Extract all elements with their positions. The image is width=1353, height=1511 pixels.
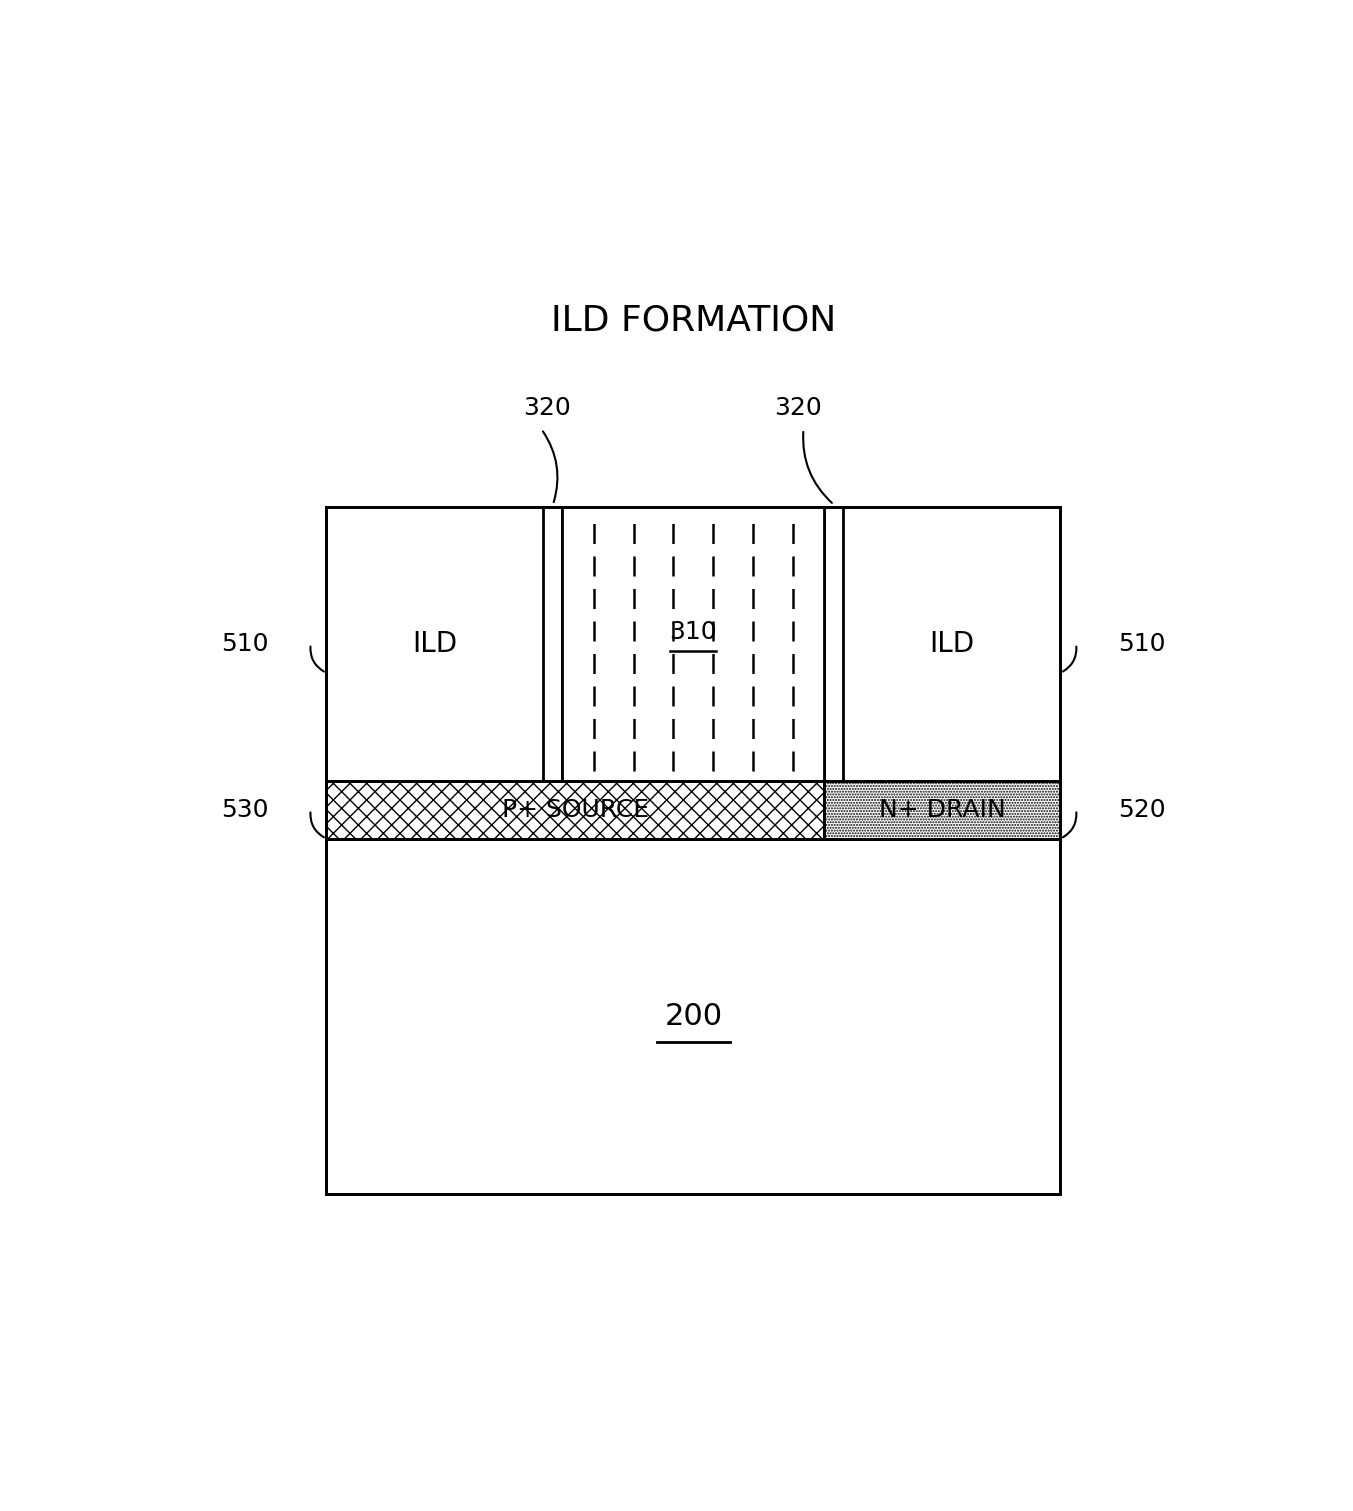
- Text: 310: 310: [670, 620, 717, 644]
- Text: 520: 520: [1118, 798, 1166, 822]
- Bar: [326, 839, 1061, 1194]
- Bar: [563, 508, 824, 781]
- Text: ILD: ILD: [930, 630, 974, 657]
- Bar: [326, 781, 824, 839]
- Text: 510: 510: [1118, 632, 1165, 656]
- Text: ILD: ILD: [413, 630, 457, 657]
- Text: 530: 530: [222, 798, 269, 822]
- Bar: [326, 508, 1061, 781]
- Text: 510: 510: [222, 632, 269, 656]
- Bar: [544, 508, 563, 781]
- Text: P+ SOURCE: P+ SOURCE: [502, 798, 649, 822]
- Text: 320: 320: [522, 396, 571, 420]
- Text: 200: 200: [664, 1002, 723, 1031]
- Text: 320: 320: [774, 396, 823, 420]
- Bar: [824, 781, 1061, 839]
- Text: N+ DRAIN: N+ DRAIN: [879, 798, 1005, 822]
- Bar: [824, 508, 843, 781]
- Text: ILD FORMATION: ILD FORMATION: [551, 304, 836, 338]
